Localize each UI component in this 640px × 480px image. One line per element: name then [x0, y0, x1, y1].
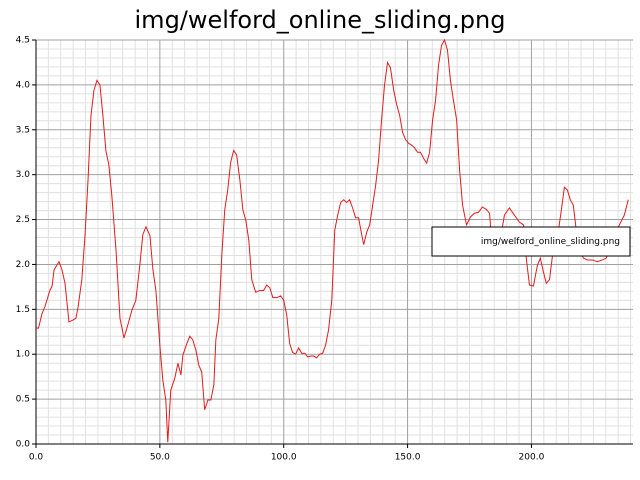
- y-tick-label: 3.0: [16, 170, 31, 180]
- x-tick-label: 0.0: [29, 453, 44, 463]
- y-tick-label: 1.0: [16, 350, 31, 360]
- y-tick-label: 0.5: [16, 395, 30, 405]
- legend-box: [431, 226, 631, 257]
- y-tick-label: 2.5: [16, 215, 30, 225]
- y-tick-label: 2.0: [16, 260, 31, 270]
- y-tick-label: 4.0: [16, 80, 31, 90]
- y-tick-label: 0.0: [16, 440, 31, 450]
- x-tick-label: 100.0: [271, 453, 297, 463]
- x-tick-label: 150.0: [395, 453, 421, 463]
- legend-label: img/welford_online_sliding.png: [481, 237, 620, 247]
- x-tick-label: 200.0: [519, 453, 545, 463]
- y-tick-label: 4.5: [16, 36, 30, 46]
- y-tick-label: 1.5: [16, 305, 30, 315]
- chart-title: img/welford_online_sliding.png: [135, 6, 506, 34]
- x-tick-label: 50.0: [150, 453, 170, 463]
- y-tick-label: 3.5: [16, 125, 30, 135]
- data-line: [36, 38, 629, 443]
